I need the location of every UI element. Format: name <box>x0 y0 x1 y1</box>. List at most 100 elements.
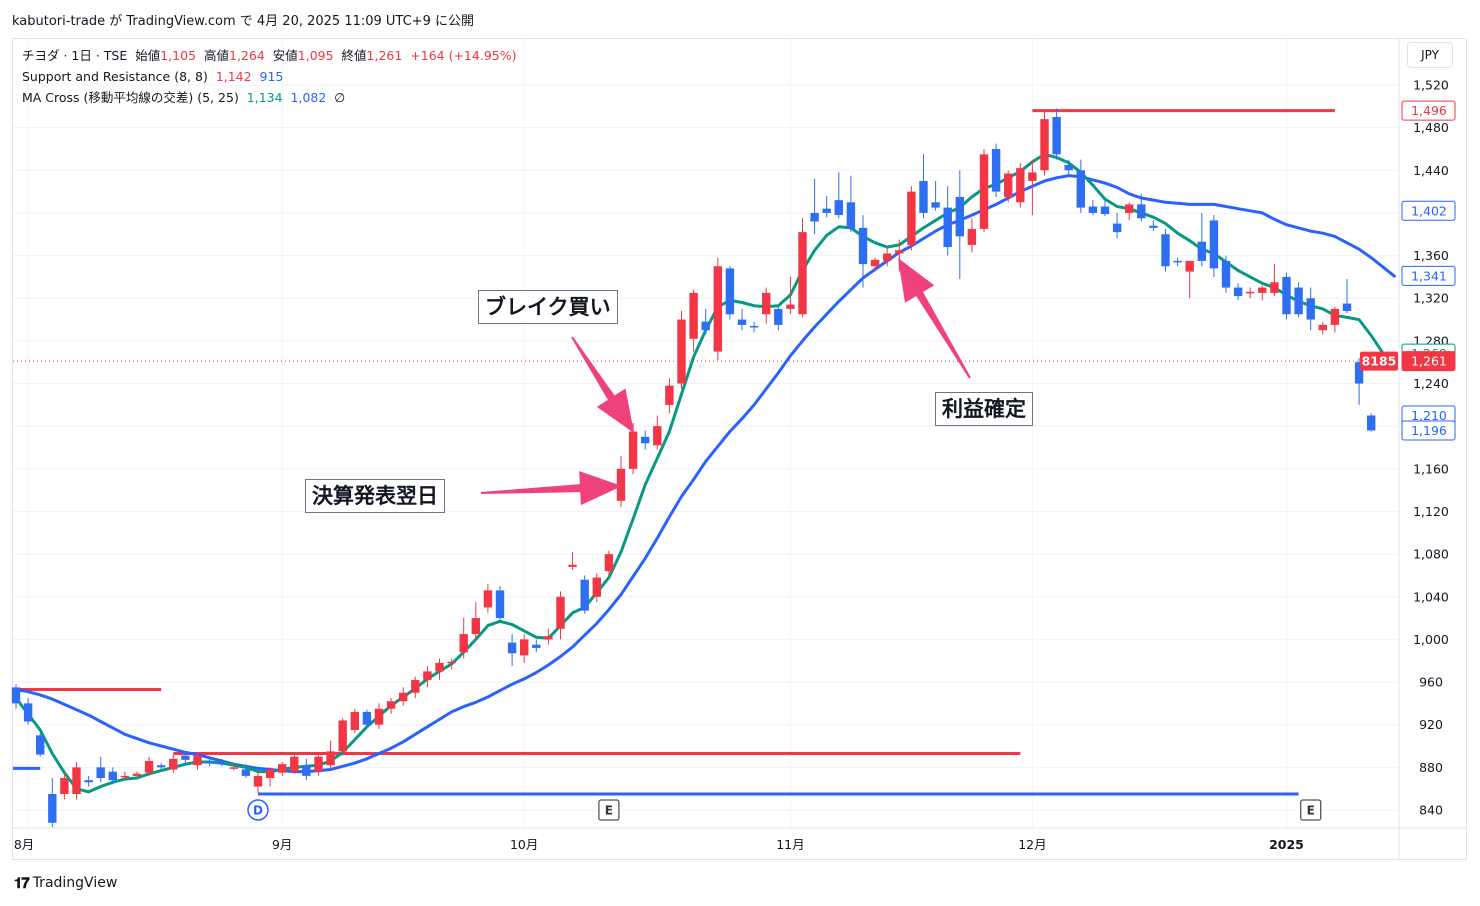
candle-body <box>604 554 614 572</box>
open-value: 1,105 <box>160 48 197 63</box>
y-tick-label: 1,120 <box>1413 504 1449 519</box>
y-tick-label: 840 <box>1419 803 1443 818</box>
candle-body <box>762 292 771 315</box>
candle-body <box>423 671 432 680</box>
candle-body <box>641 436 650 444</box>
hidden-toggle-icon[interactable]: ∅ <box>334 90 346 105</box>
candle <box>60 772 69 800</box>
candle-body <box>1100 206 1110 215</box>
candle <box>120 771 130 781</box>
candle-body <box>1367 415 1376 431</box>
candle <box>604 550 614 576</box>
candle-body <box>84 780 93 783</box>
candle-body <box>1064 164 1073 171</box>
candle-body <box>1040 119 1049 171</box>
candle <box>653 415 662 450</box>
candle-body <box>1209 220 1219 269</box>
candle-body <box>991 148 1001 192</box>
candle-body <box>943 207 952 248</box>
candle-body <box>689 292 698 339</box>
candle <box>471 602 480 640</box>
candle <box>483 583 493 613</box>
candle <box>447 658 456 670</box>
candle-body <box>967 228 977 245</box>
low-label: 安値 <box>272 48 298 63</box>
ma-indicator-name: MA Cross (移動平均線の交差) (5, 25) <box>22 90 239 105</box>
candle <box>556 591 565 640</box>
candle-body <box>350 711 359 731</box>
y-tick-label: 920 <box>1419 717 1443 732</box>
earnings-marker-label: E <box>605 804 613 818</box>
candle <box>1016 162 1025 208</box>
close-value: 1,261 <box>366 48 403 63</box>
y-tick-label: 1,320 <box>1413 291 1449 306</box>
candle-body <box>616 468 626 501</box>
candle <box>762 287 771 324</box>
candle-body <box>1233 287 1243 297</box>
candle-body <box>1258 287 1267 293</box>
y-tick-label: 1,520 <box>1413 78 1449 93</box>
ma-slow-value: 1,082 <box>290 90 327 105</box>
candle-body <box>11 687 21 704</box>
candle <box>302 758 311 781</box>
brand-name: TradingView <box>32 875 118 891</box>
price-label-text: 1,496 <box>1411 103 1447 118</box>
candle <box>1306 287 1315 331</box>
candle <box>1076 159 1085 213</box>
take-profit-arrow <box>898 258 971 379</box>
legend-sr-row[interactable]: Support and Resistance (8, 8) 1,142 915 <box>22 66 516 87</box>
candle <box>1100 199 1110 217</box>
candle-body <box>1185 260 1194 272</box>
legend-ma-row[interactable]: MA Cross (移動平均線の交差) (5, 25) 1,134 1,082 … <box>22 87 516 108</box>
candle-body <box>786 304 795 309</box>
y-tick-label: 960 <box>1419 675 1443 690</box>
candle <box>1221 255 1231 293</box>
candle-body <box>36 735 45 755</box>
candle-body <box>1173 260 1182 263</box>
candle <box>713 257 722 361</box>
break-buy-arrow <box>571 336 634 433</box>
candle-body <box>1052 116 1061 155</box>
candle-body <box>60 778 69 795</box>
candle <box>870 257 880 272</box>
candle <box>314 754 323 776</box>
candle-body <box>265 769 275 779</box>
ma-fast-value: 1,134 <box>246 90 283 105</box>
candle <box>749 321 759 333</box>
candle-body <box>701 321 710 331</box>
candle <box>786 276 795 315</box>
sr-resistance-value: 1,142 <box>215 69 252 84</box>
candle <box>834 172 843 219</box>
symbol-tag-text: 8185 <box>1362 354 1397 369</box>
candle-body <box>907 191 916 245</box>
candle-body <box>108 771 117 781</box>
candle <box>701 308 710 335</box>
candle-body <box>302 765 311 776</box>
candle-body <box>374 708 384 725</box>
candle-body <box>979 154 989 229</box>
candle <box>1354 357 1364 405</box>
earnings-arrow <box>481 471 622 506</box>
candle <box>1197 212 1206 267</box>
candle-body <box>653 426 662 446</box>
candle-body <box>205 760 214 764</box>
x-tick-label: 8月 <box>14 837 34 852</box>
x-tick-label: 9月 <box>272 837 292 852</box>
candle <box>326 740 335 770</box>
candle <box>350 708 359 734</box>
candle <box>241 764 251 779</box>
candle <box>1318 321 1327 335</box>
candle <box>1209 215 1219 277</box>
candle-body <box>120 775 130 778</box>
candle-body <box>314 756 323 772</box>
tradingview-logo[interactable]: 𝟏𝟕 TradingView <box>14 874 117 892</box>
chart-frame <box>12 38 1467 860</box>
currency-button[interactable]: JPY <box>1407 42 1453 68</box>
symbol-label[interactable]: チヨダ · 1日 · TSE <box>22 48 128 63</box>
candle-body <box>1294 287 1303 315</box>
price-axis: 840 880 920 960 1,000 1,040 1,080 1,120 1,160 1,2… <box>1360 39 1456 859</box>
candle <box>544 628 553 645</box>
candle-body <box>1161 234 1170 267</box>
candle <box>955 170 964 280</box>
